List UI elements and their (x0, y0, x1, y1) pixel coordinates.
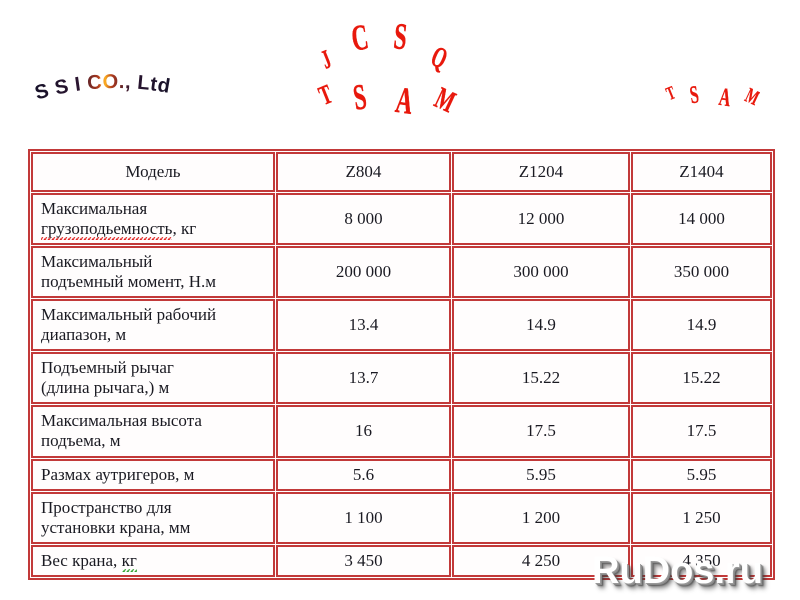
svg-text:A: A (393, 78, 416, 118)
svg-text:T: T (664, 83, 679, 105)
svg-text:T: T (315, 79, 337, 111)
svg-text:A: A (717, 82, 733, 112)
svg-text:S: S (688, 81, 701, 110)
svg-text:S: S (392, 18, 409, 58)
svg-text:M: M (430, 80, 460, 118)
svg-text:Q: Q (426, 40, 452, 75)
svg-text:J: J (316, 44, 335, 75)
svg-text:C: C (349, 18, 371, 59)
svg-text:M: M (742, 83, 760, 110)
svg-text:S: S (350, 76, 369, 118)
svg-text:S S I CO., Ltd: S S I CO., Ltd (33, 71, 173, 105)
